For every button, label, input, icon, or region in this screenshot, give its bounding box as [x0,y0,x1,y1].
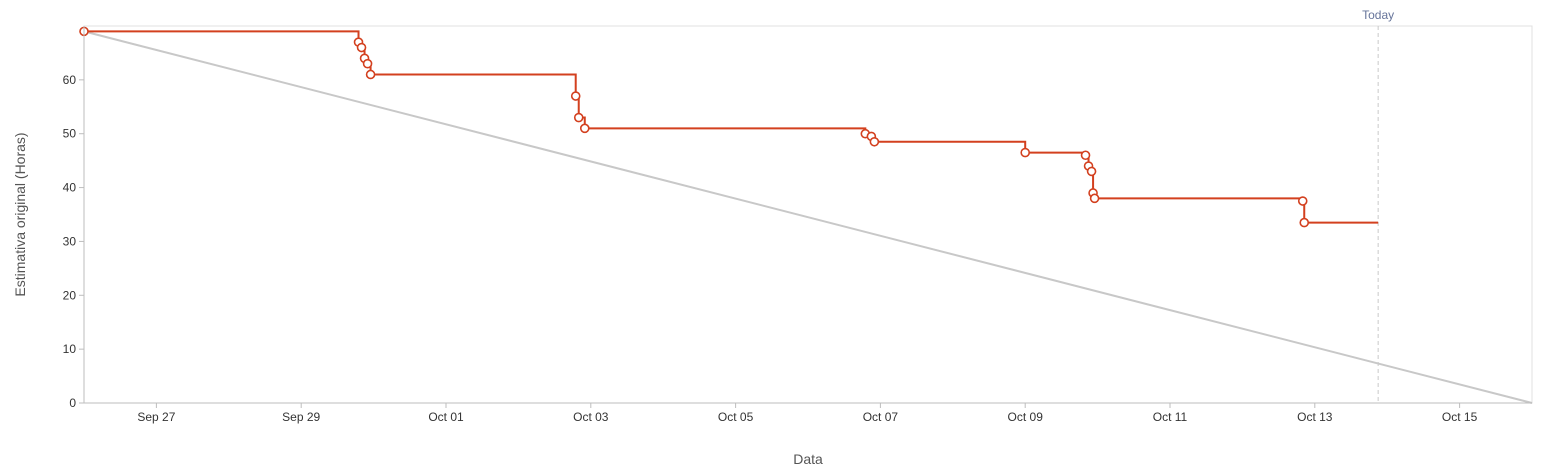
remaining-line [84,30,1379,224]
guideline-line [83,30,1533,404]
x-tick-label: Oct 09 [1008,410,1044,424]
data-point[interactable] [356,42,367,53]
x-tick-label: Oct 15 [1442,410,1478,424]
y-axis-title: Estimativa original (Horas) [12,132,28,296]
x-tick-label: Sep 29 [282,410,320,424]
data-point[interactable] [1080,150,1091,161]
data-point[interactable] [1020,147,1030,158]
data-point[interactable] [1297,196,1308,206]
data-point[interactable] [362,58,373,69]
data-point[interactable] [1086,166,1097,177]
today-marker: Today [1362,8,1394,403]
x-tick-label: Oct 07 [863,410,899,424]
x-tick-label: Oct 11 [1153,410,1188,424]
guideline-series [83,30,1533,404]
data-point[interactable] [869,136,880,147]
data-point[interactable] [579,123,590,134]
y-tick-label: 50 [63,127,77,141]
x-tick-label: Sep 27 [137,410,175,424]
data-point[interactable] [365,69,376,80]
x-tick-label: Oct 05 [718,410,754,424]
y-tick-label: 0 [69,396,76,410]
data-point[interactable] [573,112,584,123]
y-tick-label: 20 [63,288,77,302]
data-point[interactable] [1299,217,1310,228]
y-tick-label: 40 [63,181,77,195]
today-label: Today [1362,8,1394,22]
y-tick-label: 10 [63,342,77,356]
y-tick-label: 60 [63,73,77,87]
y-tick-label: 30 [63,234,77,248]
data-point[interactable] [570,91,581,101]
x-axis-title: Data [793,451,823,467]
x-tick-label: Oct 01 [428,410,464,424]
x-tick-label: Oct 13 [1297,410,1333,424]
data-point[interactable] [1089,193,1100,204]
x-tick-label: Oct 03 [573,410,609,424]
